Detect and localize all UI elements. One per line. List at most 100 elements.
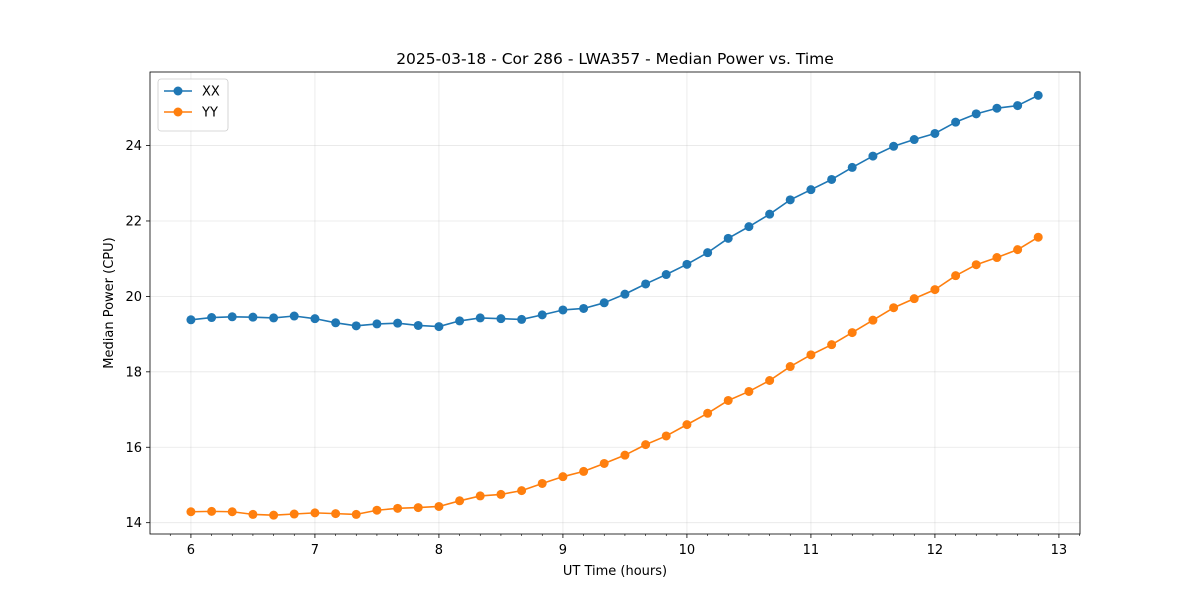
data-point-xx bbox=[1033, 90, 1043, 100]
x-tick-label: 12 bbox=[927, 543, 944, 558]
data-point-xx bbox=[1013, 101, 1023, 111]
data-point-xx bbox=[785, 195, 795, 205]
data-point-yy bbox=[971, 260, 981, 270]
x-axis-label: UT Time (hours) bbox=[563, 564, 667, 579]
data-point-xx bbox=[951, 117, 961, 127]
y-tick-label: 20 bbox=[125, 290, 142, 305]
data-point-xx bbox=[269, 313, 279, 323]
legend-swatch-marker bbox=[173, 86, 183, 96]
data-point-xx bbox=[455, 316, 465, 326]
data-point-xx bbox=[992, 103, 1002, 113]
data-point-xx bbox=[351, 321, 361, 331]
y-tick-label: 24 bbox=[125, 139, 142, 154]
x-tick-label: 6 bbox=[187, 543, 195, 558]
data-point-yy bbox=[785, 362, 795, 372]
data-point-xx bbox=[971, 109, 981, 119]
x-tick-label: 10 bbox=[679, 543, 696, 558]
data-point-xx bbox=[372, 319, 382, 329]
data-point-xx bbox=[827, 174, 837, 184]
data-point-yy bbox=[868, 315, 878, 325]
data-point-yy bbox=[909, 294, 919, 304]
data-point-xx bbox=[413, 320, 423, 330]
y-tick-label: 14 bbox=[125, 516, 142, 531]
data-point-xx bbox=[207, 313, 217, 323]
data-point-yy bbox=[393, 503, 403, 513]
chart-title: 2025-03-18 - Cor 286 - LWA357 - Median P… bbox=[396, 50, 834, 68]
y-tick-label: 16 bbox=[125, 441, 142, 456]
data-point-xx bbox=[537, 310, 547, 320]
data-point-xx bbox=[682, 259, 692, 269]
data-point-yy bbox=[744, 386, 754, 396]
data-point-xx bbox=[248, 312, 258, 322]
legend-item-xx: XX bbox=[164, 85, 220, 100]
legend-swatch-marker bbox=[173, 107, 183, 117]
x-tick-label: 8 bbox=[435, 543, 443, 558]
data-point-yy bbox=[455, 496, 465, 506]
series-layer bbox=[186, 90, 1043, 520]
data-point-yy bbox=[413, 503, 423, 513]
data-point-xx bbox=[227, 312, 237, 322]
data-point-yy bbox=[517, 486, 527, 496]
y-tick-label: 18 bbox=[125, 365, 142, 380]
data-point-yy bbox=[765, 376, 775, 385]
data-point-xx bbox=[434, 322, 444, 332]
x-tick-label: 13 bbox=[1051, 543, 1068, 558]
data-point-yy bbox=[827, 340, 837, 350]
legend-label: XX bbox=[202, 85, 220, 100]
data-point-yy bbox=[579, 466, 589, 476]
data-point-yy bbox=[537, 478, 547, 488]
data-point-xx bbox=[641, 279, 651, 289]
plot-frame bbox=[149, 71, 1081, 535]
data-point-yy bbox=[289, 509, 299, 519]
axis-ticks: 6 7 8 9 10 11 12 13 14 16 18 20 22 24 bbox=[125, 139, 1080, 558]
data-point-yy bbox=[641, 440, 651, 450]
data-point-xx bbox=[765, 209, 775, 219]
grid bbox=[150, 72, 1080, 534]
data-point-xx bbox=[661, 270, 671, 280]
x-tick-label: 7 bbox=[311, 543, 319, 558]
data-point-xx bbox=[723, 233, 733, 243]
data-point-yy bbox=[248, 509, 258, 519]
data-point-xx bbox=[620, 289, 630, 299]
legend: XX YY bbox=[157, 78, 229, 132]
data-point-yy bbox=[558, 472, 568, 482]
data-point-yy bbox=[723, 395, 733, 405]
y-tick-label: 22 bbox=[125, 214, 142, 229]
data-point-xx bbox=[186, 315, 196, 325]
data-point-xx bbox=[889, 141, 899, 151]
data-point-xx bbox=[909, 135, 919, 145]
data-point-xx bbox=[558, 305, 568, 315]
data-point-yy bbox=[372, 505, 382, 515]
legend-label: YY bbox=[201, 106, 218, 121]
y-axis-label: Median Power (CPU) bbox=[102, 237, 117, 368]
data-point-xx bbox=[579, 303, 589, 313]
series-xx bbox=[186, 90, 1043, 332]
data-point-yy bbox=[620, 450, 630, 460]
data-point-xx bbox=[599, 298, 609, 308]
data-point-yy bbox=[310, 508, 320, 518]
data-point-yy bbox=[682, 420, 692, 430]
data-point-xx bbox=[806, 185, 816, 195]
data-point-xx bbox=[475, 313, 485, 323]
series-yy bbox=[186, 232, 1043, 520]
data-point-yy bbox=[703, 408, 713, 418]
data-point-yy bbox=[1033, 232, 1043, 242]
data-point-yy bbox=[951, 271, 961, 281]
x-tick-label: 11 bbox=[803, 543, 820, 558]
data-point-yy bbox=[351, 509, 361, 519]
data-point-yy bbox=[269, 510, 279, 520]
data-point-yy bbox=[847, 328, 857, 338]
data-point-yy bbox=[806, 350, 816, 360]
data-point-xx bbox=[744, 222, 754, 232]
data-point-yy bbox=[475, 491, 485, 501]
data-point-xx bbox=[517, 314, 527, 324]
data-point-yy bbox=[889, 303, 899, 313]
data-point-yy bbox=[661, 431, 671, 441]
legend-item-yy: YY bbox=[164, 106, 218, 121]
data-point-yy bbox=[992, 253, 1002, 263]
data-point-yy bbox=[434, 501, 444, 511]
data-point-xx bbox=[703, 248, 713, 258]
data-point-yy bbox=[186, 507, 196, 517]
data-point-xx bbox=[289, 311, 299, 321]
